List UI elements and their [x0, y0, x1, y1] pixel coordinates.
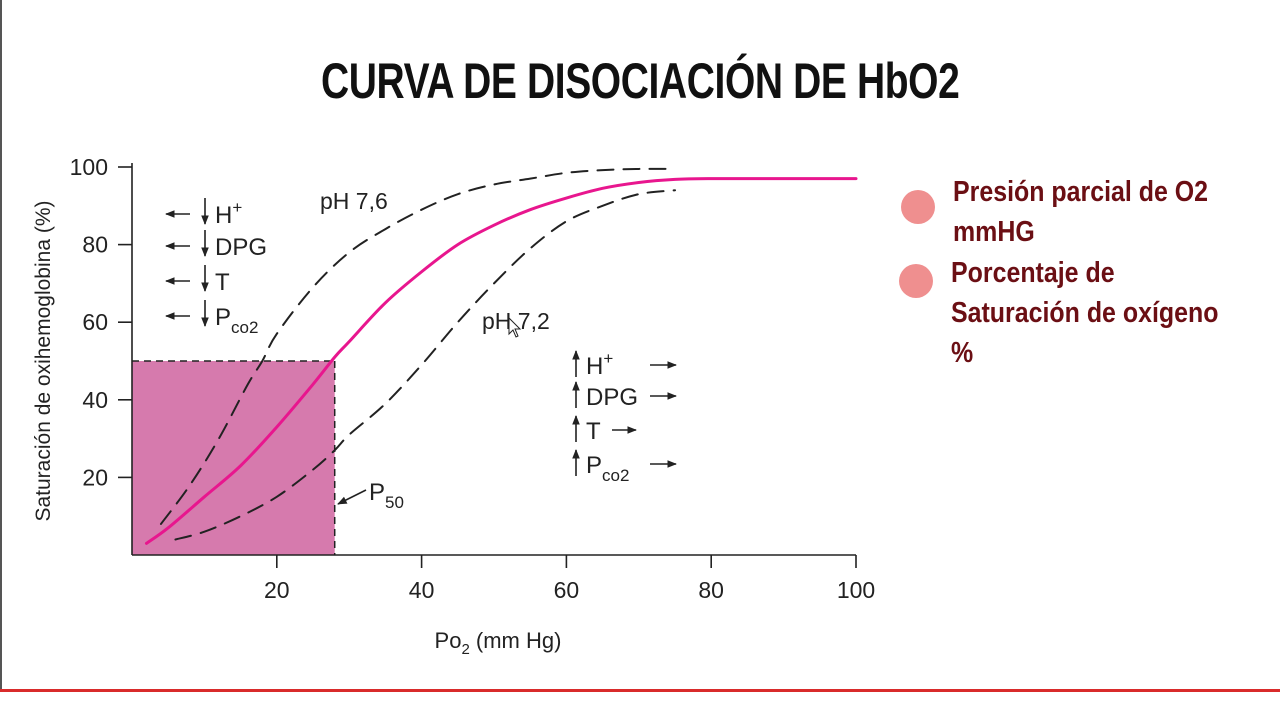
bottom-divider [0, 689, 1280, 692]
x-tick-label-100: 100 [837, 577, 875, 603]
slide-title: CURVA DE DISOCIACIÓN DE HbO2 [321, 53, 960, 109]
right-factor-t: T [586, 418, 601, 445]
left-factor-p-subscript: co2 [231, 318, 258, 337]
p50-shaded-region [132, 361, 335, 555]
y-tick-label-80: 80 [82, 232, 108, 258]
mouse-cursor-icon [508, 316, 522, 338]
left-factor-h: H+ [215, 198, 242, 229]
right-factor-dpg: DPG [586, 384, 638, 411]
right-factor-h-superscript: + [603, 349, 613, 368]
label-ph-7-2: pH 7,2 [482, 308, 550, 334]
legend-item-saturation: Porcentaje de Saturación de oxígeno % [899, 257, 1280, 373]
left-factor-t: T [215, 269, 230, 296]
y-tick-label-40: 40 [82, 387, 108, 413]
y-tick-label-60: 60 [82, 309, 108, 335]
x-tick-label-20: 20 [264, 577, 290, 603]
right-factor-p-subscript: co2 [602, 466, 629, 485]
y-axis-title: Saturación de oxihemoglobina (%) [32, 200, 55, 521]
x-axis-title-unit: (mm Hg) [470, 628, 562, 653]
legend-text-saturation: Porcentaje de Saturación de oxígeno % [951, 257, 1219, 369]
curve-ph-7-6 [159, 167, 676, 525]
x-tick-label-40: 40 [409, 577, 435, 603]
p50-label-subscript: 50 [385, 493, 404, 512]
x-axis-title-sub: 2 [461, 641, 469, 658]
left-factor-dpg: DPG [215, 234, 267, 261]
curve-ph-7-2 [174, 189, 676, 541]
x-tick-label-80: 80 [698, 577, 724, 603]
curve-normal [144, 177, 858, 545]
p50-pointer-arrow [337, 489, 367, 505]
left-factor-h-superscript: + [232, 198, 242, 217]
legend-bullet-icon [901, 190, 935, 224]
legend-item-partial-pressure: Presión parcial de O2 mmHG [901, 176, 1280, 252]
right-factor-h: H+ [586, 349, 613, 380]
right-factor-p: Pco2 [586, 452, 629, 485]
legend-bullet-icon [899, 264, 933, 298]
left-factor-p: Pco2 [215, 304, 258, 337]
p50-label: P50 [369, 479, 404, 512]
slide-left-border [0, 0, 2, 690]
y-tick-label-20: 20 [82, 464, 108, 490]
y-tick-label-100: 100 [70, 154, 108, 180]
label-ph-7-6: pH 7,6 [320, 188, 388, 214]
x-axis-title: Po2 (mm Hg) [435, 628, 562, 658]
x-tick-label-60: 60 [554, 577, 580, 603]
legend-text-partial-pressure: Presión parcial de O2 mmHG [953, 176, 1209, 248]
